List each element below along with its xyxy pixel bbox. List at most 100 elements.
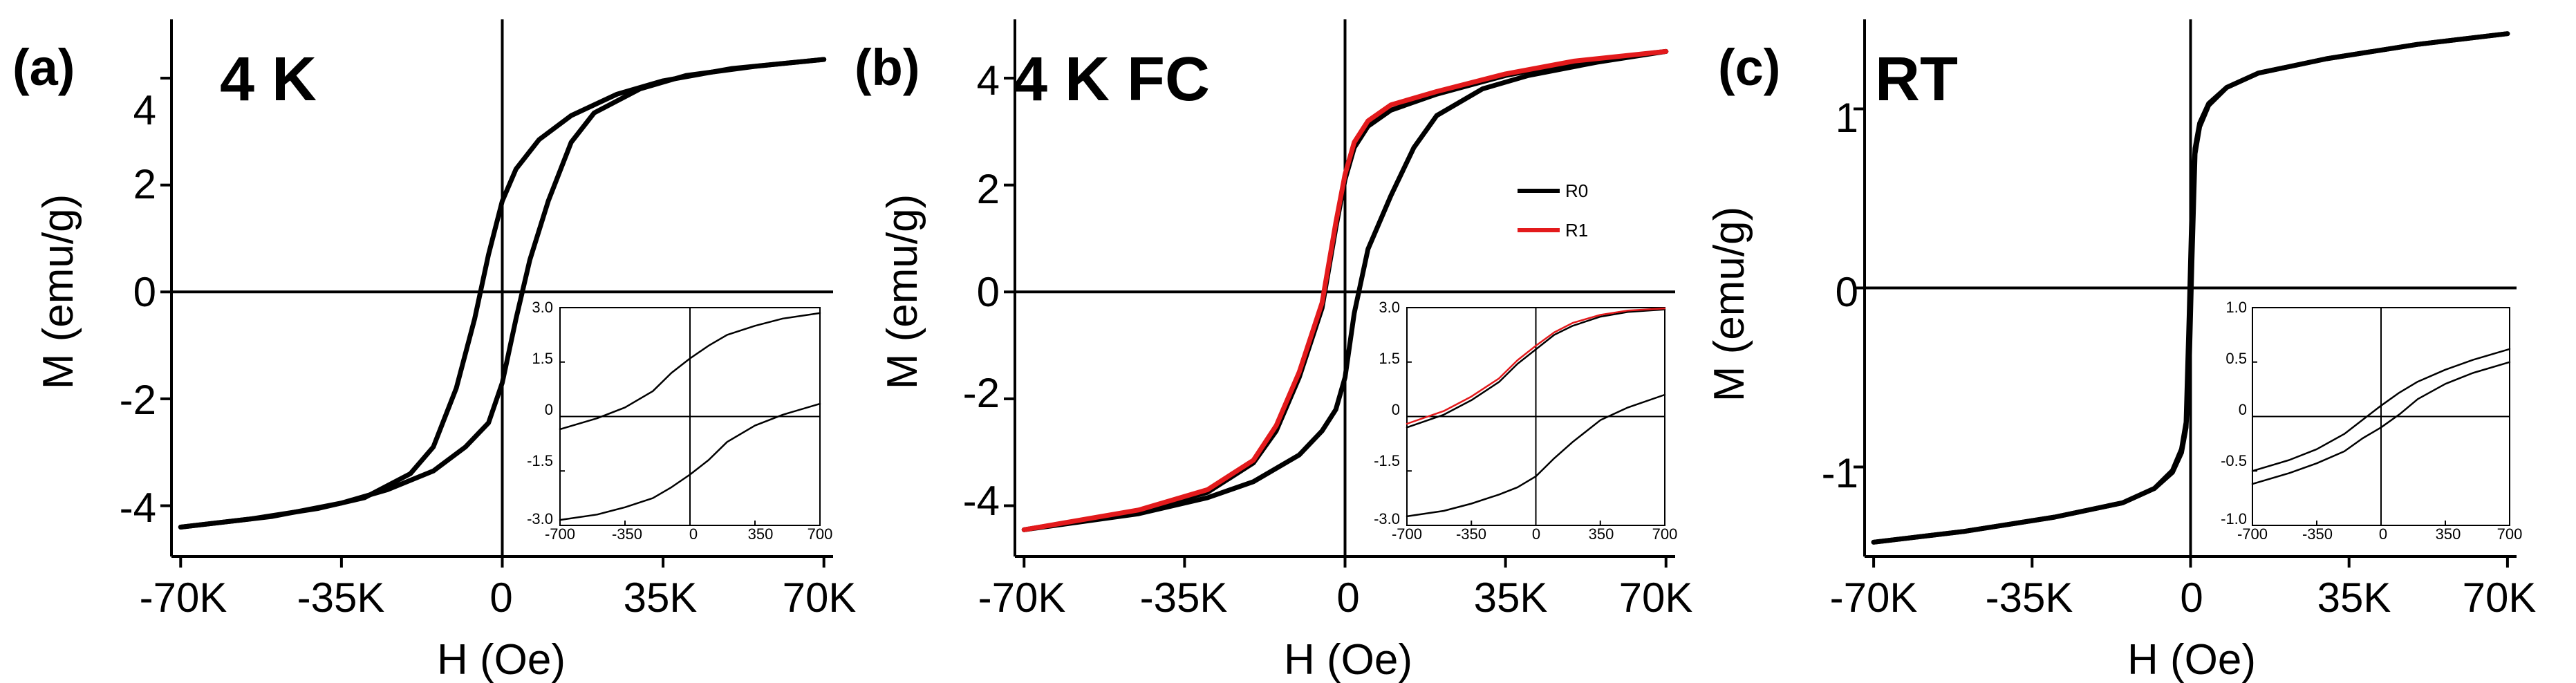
panel-c-inset-x-tick-label: -700 [2237,525,2268,543]
panel-b-x-tick-label: 70K [1619,574,1693,621]
panel-b-inset-x-tick-label: 350 [1589,525,1614,543]
panel-c-y-tick-label: -1 [1822,450,1858,496]
panel-a-x-tick-label: 0 [489,574,512,621]
panel-a-x-tick-label: 35K [624,574,698,621]
panel-a-y-tick-label: -4 [120,485,156,531]
panel-a-x-axis-title: H (Oe) [437,636,566,683]
panel-a-y-tick-label: 0 [133,269,156,315]
panel-c-inset-y-tick-label: -0.5 [2221,452,2247,469]
panel-a-inset-curve-lower [559,402,821,521]
panel-c-inset-x-tick-label: 0 [2379,525,2387,543]
panel-b-inset-x-tick-label: -700 [1392,525,1422,543]
panel-a-y-axis-title: M (emu/g) [35,194,82,389]
panel-a-inset-y-tick-label: -1.5 [527,452,553,469]
panel-a-inset-x-tick-label: -700 [545,525,575,543]
panel-c-y-tick-label: 0 [1836,269,1858,315]
panel-b-inset-y-tick-label: -1.5 [1374,452,1400,469]
panel-a-y-tick-labels: -4 -2 0 2 4 [120,87,156,531]
panel-c-label: (c) [1718,39,1780,96]
panel-a-inset-y-tick-label: 3.0 [532,299,553,316]
panel-a-x-tick-label: -70K [140,574,227,621]
panel-a-inset-x-tick-label: -350 [612,525,642,543]
panel-c-x-tick-label: -70K [1830,574,1918,621]
panel-b-inset-y-tick-label: 0 [1392,401,1400,418]
panel-b-inset-curve-r0 [1406,308,1666,429]
panel-b-inset-curve-r0 [1406,393,1666,518]
panel-a-inset-curve-upper [559,312,821,431]
panel-b-inset-y-tick-label: 1.5 [1379,350,1400,367]
panel-c-x-tick-label: 0 [2180,574,2203,621]
panel-b-x-axis-title: H (Oe) [1284,636,1412,683]
panel-b-curve-r1 [1021,48,1669,532]
panel-a-inset-y-tick-labels: 3.0 1.5 0 -1.5 -3.0 [527,299,553,527]
panel-c-title: RT [1875,45,1958,114]
panel-a-label: (a) [12,39,75,96]
panel-c-x-tick-label: 35K [2317,574,2391,621]
panel-b-inset-x-tick-label: 700 [1652,525,1678,543]
panel-c-curve-ascending [1871,31,2510,545]
panel-a-inset-x-tick-label: 700 [808,525,833,543]
panel-a-inset-y-tick-label: -3.0 [527,510,553,527]
panel-c-x-axis-title: H (Oe) [2127,636,2256,683]
panel-c-inset-y-tick-labels: 1.0 0.5 0 -0.5 -1.0 [2221,299,2247,527]
panel-b-y-tick-label: 4 [977,57,1000,104]
panel-c-inset-x-tick-labels: -700 -350 0 350 700 [2237,525,2522,543]
panel-b-label: (b) [855,39,920,96]
panel-c-inset-curve-upper [2251,348,2511,472]
panel-b-inset-x-tick-label: -350 [1456,525,1486,543]
panel-b-y-tick-labels: -4 -2 0 2 4 [963,57,1000,524]
panel-a-x-tick-labels: -70K -35K 0 35K 70K [140,574,857,621]
panel-c-y-axis-title: M (emu/g) [1706,207,1753,402]
panel-b: (b) 4 K FC M (emu/g) H (Oe) -4 -2 0 2 4 … [855,39,1692,683]
panel-c-inset-curve-lower [2251,361,2511,485]
panel-b-inset-x-tick-label: 0 [1532,525,1540,543]
panel-c-x-tick-label: 70K [2463,574,2537,621]
panel-a-inset-x-tick-labels: -700 -350 0 350 700 [545,525,832,543]
panel-c-inset-x-tick-label: -350 [2302,525,2333,543]
panel-b-inset-curve-r1 [1406,307,1666,425]
panel-c-inset-y-tick-label: 0.5 [2225,350,2247,367]
legend-label-r1: R1 [1565,220,1588,241]
legend-label-r0: R0 [1565,180,1588,201]
panel-a-inset-y-tick-label: 0 [545,401,553,418]
panel-b-y-tick-label: 0 [977,269,1000,315]
panel-c-inset-x-tick-label: 700 [2497,525,2523,543]
panel-c-x-tick-labels: -70K -35K 0 35K 70K [1830,574,2537,621]
panel-a-y-tick-label: -2 [120,377,156,423]
panel-a-inset-y-tick-label: 1.5 [532,350,553,367]
chart-marks [160,19,2517,568]
panel-b-legend: R0 R1 [1518,180,1588,241]
panel-b-x-tick-label: -35K [1140,574,1228,621]
panel-b-x-tick-label: 35K [1474,574,1548,621]
panel-b-inset-y-tick-label: 3.0 [1379,299,1400,316]
panel-b-y-tick-label: -4 [963,478,1000,524]
panel-c-inset-y-tick-label: 1.0 [2225,299,2247,316]
panel-c-y-tick-labels: -1 0 1 [1822,95,1858,496]
panel-b-inset-y-tick-label: -3.0 [1374,510,1400,527]
panel-b-y-axis-title: M (emu/g) [879,194,926,389]
panel-b-curve-r0 [1021,48,1669,532]
panel-a-inset-x-tick-label: 350 [748,525,774,543]
panel-b-x-tick-label: 0 [1336,574,1359,621]
panel-b-y-tick-label: 2 [977,166,1000,212]
panel-c: (c) RT M (emu/g) H (Oe) -1 0 1 -70K -35K… [1706,39,2536,683]
panel-c-inset-x-tick-label: 350 [2436,525,2461,543]
panel-b-title: 4 K FC [1013,45,1210,114]
panel-a-x-tick-label: -35K [297,574,385,621]
panel-b-x-tick-label: -70K [978,574,1066,621]
panel-a: (a) 4 K M (emu/g) H (Oe) -4 -2 0 2 4 -70… [12,39,856,683]
panel-a-curve-ascending [178,57,827,530]
panel-c-inset-y-tick-label: -1.0 [2221,510,2247,527]
panel-c-x-tick-label: -35K [1986,574,2073,621]
panel-b-x-tick-labels: -70K -35K 0 35K 70K [978,574,1693,621]
panel-b-inset-y-tick-labels: 3.0 1.5 0 -1.5 -3.0 [1374,299,1400,527]
panel-a-inset-x-tick-label: 0 [689,525,698,543]
panel-c-y-tick-label: 1 [1836,95,1858,141]
panel-a-y-tick-label: 2 [133,161,156,207]
panel-b-y-tick-label: -2 [963,370,1000,416]
panel-a-x-tick-label: 70K [783,574,857,621]
panel-a-y-tick-label: 4 [133,87,156,133]
panel-b-inset-x-tick-labels: -700 -350 0 350 700 [1392,525,1677,543]
panel-a-title: 4 K [220,45,317,114]
